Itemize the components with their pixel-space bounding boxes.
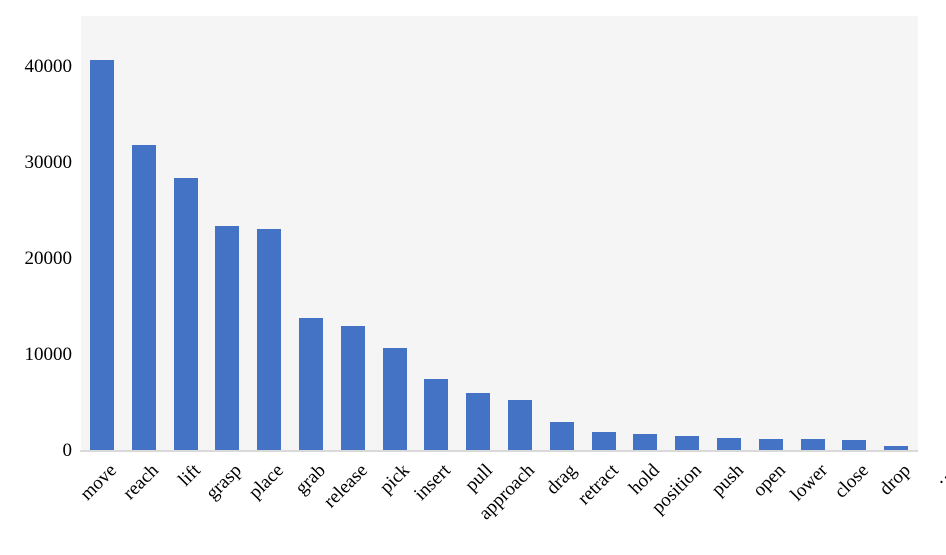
bar-lower xyxy=(800,439,825,451)
bar-grasp xyxy=(215,226,240,451)
y-tick-label: 10000 xyxy=(24,344,73,365)
y-tick-label: 40000 xyxy=(24,56,73,77)
y-tick-label: 0 xyxy=(62,440,73,461)
bar-retract xyxy=(591,431,616,451)
bar-drag xyxy=(549,422,574,451)
bar-pick xyxy=(382,348,407,451)
bar-release xyxy=(340,326,365,451)
bar-pull xyxy=(466,393,491,451)
bar-move xyxy=(90,60,114,451)
bar-place xyxy=(257,229,282,451)
bar-hold xyxy=(633,434,658,451)
bar-insert xyxy=(424,379,449,451)
bar-reach xyxy=(131,144,156,451)
y-axis-tick-labels: 0 10000 20000 30000 40000 xyxy=(0,0,73,555)
bar-open xyxy=(758,438,783,451)
bar-lift xyxy=(173,178,198,451)
bar-grab xyxy=(299,317,323,451)
y-tick-label: 30000 xyxy=(24,152,73,173)
bar-close xyxy=(842,439,867,451)
x-axis-tick-labels: move reach lift grasp place grab release pick in… xyxy=(76,460,946,555)
x-axis-line xyxy=(80,450,918,452)
bar-drop xyxy=(884,446,909,451)
bars-layer xyxy=(81,16,918,451)
bar-position xyxy=(675,435,700,451)
bar-approach xyxy=(508,400,532,451)
y-tick-label: 20000 xyxy=(24,248,73,269)
bar-push xyxy=(717,437,741,451)
